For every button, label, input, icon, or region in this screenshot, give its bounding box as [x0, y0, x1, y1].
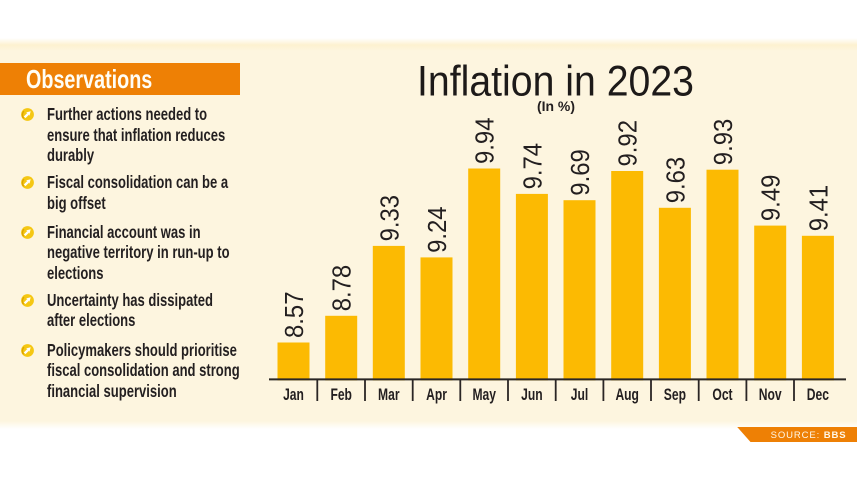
svg-text:Inflation in 2023: Inflation in 2023 [417, 59, 694, 106]
svg-text:8.78: 8.78 [327, 265, 357, 312]
svg-text:Sep: Sep [664, 386, 686, 404]
svg-text:Mar: Mar [378, 386, 400, 404]
svg-text:Nov: Nov [759, 386, 782, 404]
svg-text:9.41: 9.41 [803, 185, 833, 232]
svg-text:Apr: Apr [426, 386, 447, 404]
svg-text:9.74: 9.74 [517, 143, 547, 190]
svg-text:Dec: Dec [807, 386, 829, 404]
svg-text:Jan: Jan [283, 386, 304, 404]
svg-text:9.33: 9.33 [374, 195, 404, 242]
svg-text:8.57: 8.57 [279, 292, 309, 339]
svg-text:May: May [472, 386, 496, 404]
svg-text:9.69: 9.69 [565, 149, 595, 196]
svg-text:Aug: Aug [615, 386, 639, 404]
svg-text:9.24: 9.24 [422, 206, 452, 253]
svg-text:9.92: 9.92 [613, 120, 643, 167]
svg-text:9.49: 9.49 [756, 175, 786, 222]
svg-text:Jun: Jun [521, 386, 543, 404]
svg-text:9.94: 9.94 [470, 118, 500, 165]
svg-text:9.63: 9.63 [660, 157, 690, 204]
svg-text:Oct: Oct [712, 386, 733, 404]
svg-text:9.93: 9.93 [708, 119, 738, 166]
svg-text:Jul: Jul [571, 386, 589, 404]
svg-text:Feb: Feb [330, 386, 352, 404]
svg-text:(In %): (In %) [537, 99, 575, 114]
